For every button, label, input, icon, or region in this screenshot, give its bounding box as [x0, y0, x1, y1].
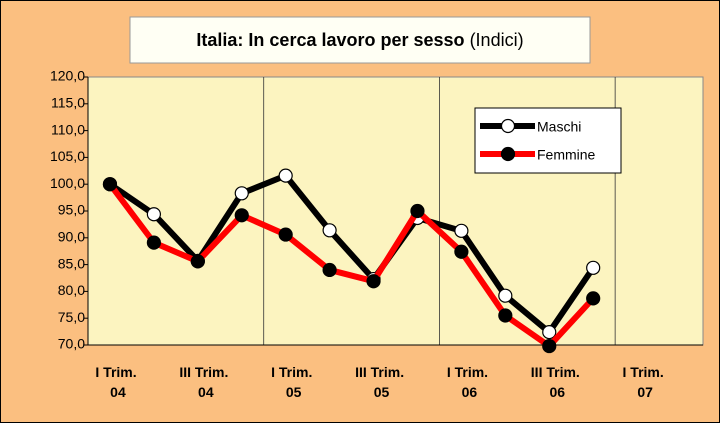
y-tick-label: 85,0 — [58, 255, 85, 271]
x-tick-label: I Trim. 06 — [447, 364, 492, 400]
series-line — [107, 182, 596, 350]
x-tick-label-line: 05 — [286, 384, 302, 400]
y-tick-label: 105,0 — [50, 148, 85, 164]
x-tick-label: I Trim. 04 — [95, 364, 140, 400]
y-tick-label: 80,0 — [58, 282, 85, 298]
series-marker — [278, 227, 293, 242]
y-tick-label: 100,0 — [50, 175, 85, 191]
series-marker — [234, 208, 249, 223]
y-tick-label: 75,0 — [58, 309, 85, 325]
legend-label: Maschi — [537, 119, 581, 135]
x-tick-label-line: III Trim. — [355, 364, 408, 380]
x-tick-label-line: I Trim. — [271, 364, 316, 380]
legend-label: Femmine — [537, 147, 596, 163]
series-marker — [366, 274, 381, 289]
y-tick-label: 120,0 — [50, 68, 85, 84]
x-tick-label-line: 04 — [110, 384, 126, 400]
y-tick-label: 95,0 — [58, 202, 85, 218]
series-marker — [542, 338, 557, 354]
series-marker — [322, 262, 337, 278]
x-tick-label-line: I Trim. — [95, 364, 140, 380]
series-marker — [454, 223, 469, 238]
legend-marker — [500, 118, 516, 134]
chart-title: Italia: In cerca lavoro per sesso — [196, 30, 464, 50]
y-tick-label: 70,0 — [58, 336, 85, 352]
series-marker — [410, 203, 425, 219]
legend-marker — [500, 146, 516, 162]
series-marker — [190, 254, 205, 269]
series-marker — [146, 207, 161, 222]
series-marker — [322, 223, 337, 238]
x-tick-label-line: III Trim. — [179, 364, 232, 380]
series-marker — [454, 244, 469, 259]
x-tick-label-line: III Trim. — [531, 364, 584, 380]
y-tick-label: 110,0 — [51, 121, 85, 137]
series-marker — [586, 260, 601, 275]
series-marker — [498, 308, 513, 323]
series-marker — [234, 186, 249, 201]
x-tick-label-line: 06 — [549, 384, 565, 400]
series-marker — [102, 177, 118, 192]
series-marker — [498, 288, 513, 303]
series-marker — [146, 235, 161, 250]
x-tick-label-line: 07 — [637, 384, 653, 400]
series-marker — [586, 291, 601, 306]
x-tick-label-line: I Trim. — [623, 364, 668, 380]
y-tick-label: 115,0 — [51, 95, 85, 111]
x-tick-label: III Trim. 05 — [355, 364, 408, 400]
series-marker — [542, 325, 557, 340]
x-tick-label-line: 04 — [198, 384, 214, 400]
x-tick-label-line: 06 — [462, 384, 478, 400]
series-marker — [278, 168, 293, 183]
x-tick-label-line: I Trim. — [447, 364, 492, 380]
legend-box — [474, 107, 622, 174]
x-tick-label: I Trim. 07 — [623, 364, 668, 400]
title-box — [129, 16, 591, 64]
y-tick-label: 90,0 — [58, 229, 85, 245]
chart-subtitle: (Indici) — [470, 30, 524, 50]
x-tick-label: I Trim. 05 — [271, 364, 316, 400]
title-group: Italia: In cerca lavoro per sesso (Indic… — [196, 30, 523, 50]
x-tick-label: III Trim. 04 — [179, 364, 232, 400]
series-line — [108, 172, 596, 336]
x-tick-label: III Trim. 06 — [531, 364, 584, 400]
x-tick-label-line: 05 — [374, 384, 390, 400]
